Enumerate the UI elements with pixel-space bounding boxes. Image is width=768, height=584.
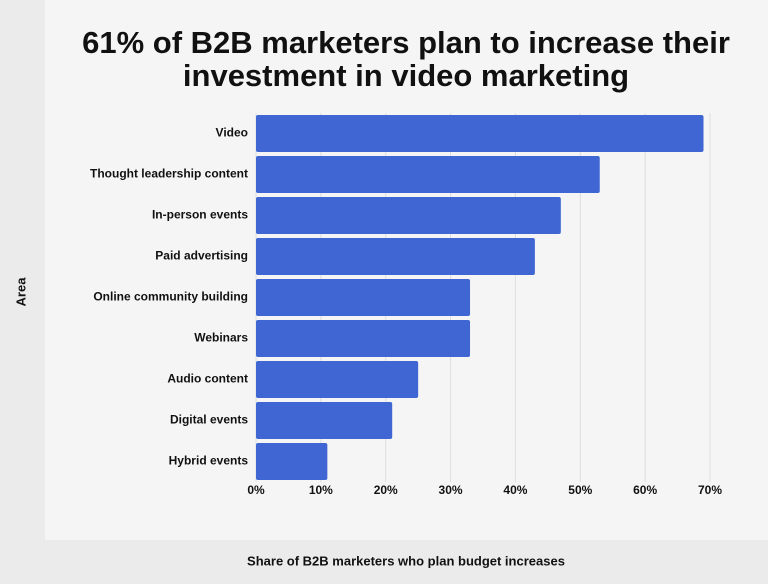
y-tick-label: Video [216, 126, 248, 140]
x-tick-label: 60% [633, 483, 657, 497]
bar [256, 443, 328, 480]
y-tick-label: In-person events [152, 208, 248, 222]
chart-title: 61% of B2B marketers plan to increase th… [82, 25, 730, 93]
x-tick-label: 10% [309, 483, 333, 497]
bar [256, 361, 419, 398]
y-tick-label: Audio content [167, 372, 248, 386]
y-tick-label: Webinars [194, 331, 248, 345]
x-tick-label: 0% [247, 483, 265, 497]
y-tick-label: Hybrid events [169, 454, 249, 468]
bar [256, 197, 561, 234]
bar [256, 279, 471, 316]
bar [256, 115, 704, 152]
y-tick-label: Thought leadership content [90, 167, 248, 181]
x-tick-label: 40% [503, 483, 527, 497]
x-label-strip [45, 540, 768, 584]
bar [256, 320, 471, 357]
y-label-strip [0, 0, 45, 584]
x-tick-label: 50% [568, 483, 592, 497]
y-tick-label: Paid advertising [155, 249, 248, 263]
y-tick-label: Digital events [170, 413, 248, 427]
bar [256, 156, 600, 193]
bar [256, 238, 535, 275]
x-tick-label: 20% [374, 483, 398, 497]
y-axis-label: Area [13, 277, 28, 307]
x-tick-label: 30% [439, 483, 463, 497]
x-axis-label: Share of B2B marketers who plan budget i… [247, 553, 565, 568]
bar [256, 402, 393, 439]
x-tick-label: 70% [698, 483, 722, 497]
y-tick-label: Online community building [93, 290, 248, 304]
